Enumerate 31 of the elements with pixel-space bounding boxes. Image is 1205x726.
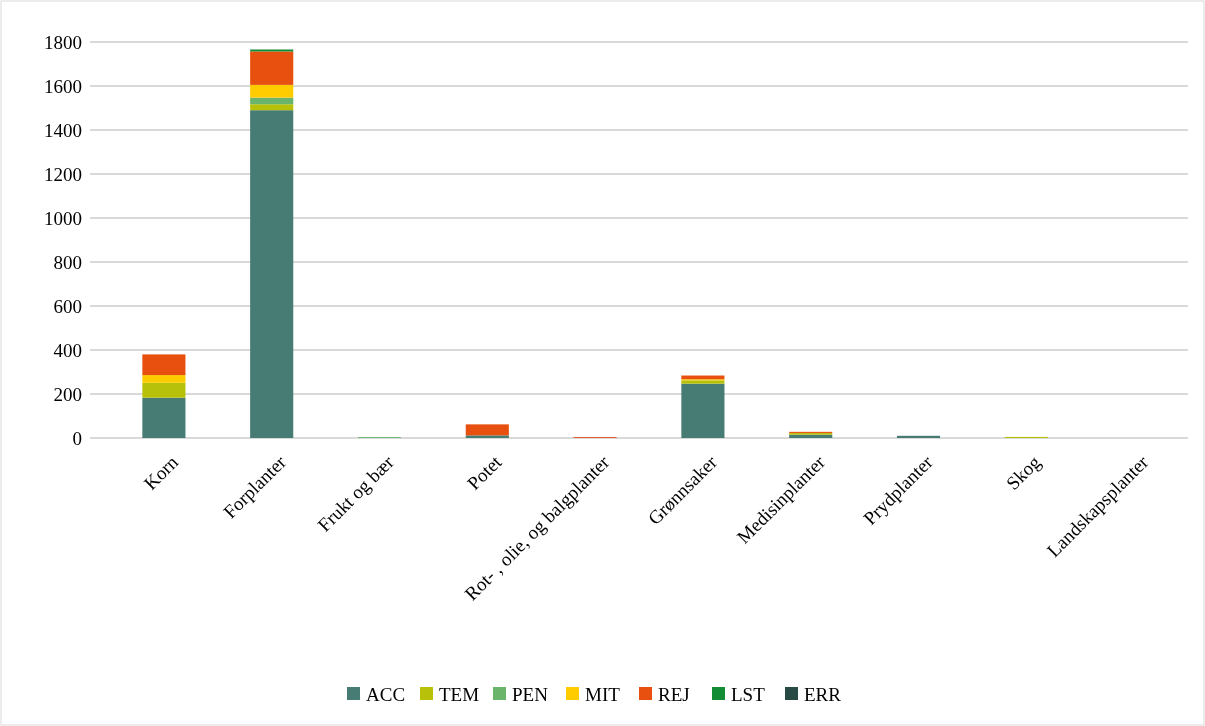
legend-label: LST <box>731 683 766 705</box>
legend-label: REJ <box>658 683 690 705</box>
y-tick-label: 0 <box>72 427 82 449</box>
y-tick-label: 1000 <box>44 207 82 229</box>
legend-label: MIT <box>585 683 621 705</box>
legend-label: ACC <box>366 683 406 705</box>
legend-label: TEM <box>439 683 480 705</box>
x-tick-label: Korn <box>139 451 183 494</box>
y-tick-label: 600 <box>53 295 82 317</box>
bar <box>250 110 294 438</box>
bar <box>142 354 186 376</box>
bar <box>250 84 294 98</box>
y-tick-label: 1400 <box>44 119 82 141</box>
legend-label: ERR <box>804 683 842 705</box>
bar <box>250 51 294 85</box>
y-tick-label: 400 <box>53 339 82 361</box>
y-tick-label: 1200 <box>44 163 82 185</box>
bar <box>465 424 509 436</box>
y-tick-label: 200 <box>53 383 82 405</box>
y-tick-label: 1800 <box>44 31 82 53</box>
bar <box>142 375 186 383</box>
bar <box>142 397 186 438</box>
bar <box>896 435 941 438</box>
bar <box>465 435 509 438</box>
bar <box>681 383 725 438</box>
bar <box>250 97 294 105</box>
y-tick-label: 800 <box>53 251 82 273</box>
bar <box>250 104 294 111</box>
y-tick-label: 1600 <box>44 75 82 97</box>
bar <box>142 382 186 398</box>
legend-label: PEN <box>512 683 549 705</box>
